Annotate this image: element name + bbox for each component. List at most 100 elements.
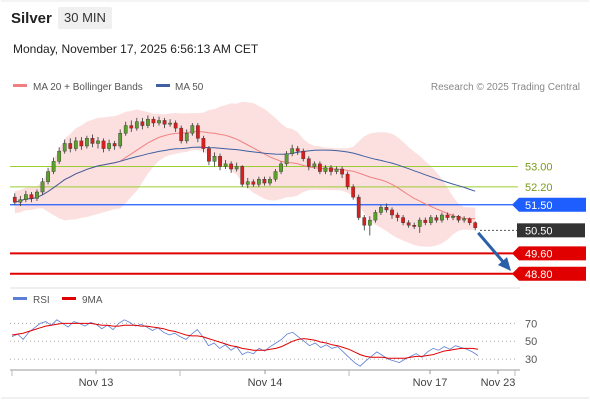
candle [301, 148, 306, 162]
candle [62, 139, 67, 154]
candle [51, 157, 56, 175]
candle [46, 167, 50, 185]
candle [245, 177, 250, 189]
candle [90, 134, 95, 148]
candle [173, 120, 178, 132]
candle [462, 216, 466, 223]
forecast-arrow-head [497, 257, 511, 271]
candle [290, 144, 295, 157]
legend-label-rsi: RSI [33, 295, 50, 306]
candle [445, 212, 450, 221]
candle [201, 135, 206, 153]
candle [312, 161, 317, 169]
x-tick-label: Nov 23 [481, 377, 516, 389]
candle [395, 212, 400, 222]
candle [412, 222, 417, 230]
candle [379, 204, 383, 215]
level-resistance-53-00-label: 53.00 [525, 161, 553, 173]
level-support-48-80-label: 48.80 [525, 269, 553, 281]
candle [390, 207, 394, 219]
candle [223, 160, 228, 169]
candle [140, 117, 145, 130]
bollinger-band [14, 101, 476, 247]
candle [473, 221, 478, 231]
candle [68, 138, 73, 153]
candle [123, 121, 128, 136]
candle [295, 146, 300, 155]
candle [262, 176, 267, 186]
candle [234, 162, 239, 172]
legend-swatch-ma20 [13, 84, 27, 87]
candle [284, 151, 289, 167]
legend-swatch-ma50 [156, 84, 170, 87]
candle [179, 125, 184, 144]
candle [24, 190, 28, 203]
level-pivot-51-50-tag [512, 197, 586, 212]
candle [229, 161, 233, 173]
candle [257, 176, 261, 187]
candle [417, 217, 422, 233]
candle [362, 215, 367, 231]
candle [190, 123, 195, 136]
level-pivot-51-50-label: 51.50 [525, 200, 553, 212]
candle [18, 195, 23, 207]
candle [207, 146, 211, 166]
candle [384, 203, 389, 213]
candle [85, 135, 89, 149]
candle [107, 139, 111, 152]
legend-label-ma50: MA 50 [175, 82, 204, 93]
candle [367, 216, 372, 236]
candle [273, 169, 278, 182]
candle [440, 212, 444, 223]
candle [423, 217, 428, 226]
candle [456, 215, 461, 223]
candle [356, 194, 361, 221]
candle [168, 119, 172, 127]
candle [401, 215, 405, 226]
ma50-line [14, 146, 476, 203]
candle [134, 117, 139, 131]
candle [268, 176, 272, 186]
rsi-tick-label: 30 [525, 354, 537, 366]
candle [29, 192, 34, 203]
candle [251, 179, 256, 187]
legend-swatch-9ma [62, 297, 76, 300]
candle [406, 220, 411, 228]
credit-text: Research © 2025 Trading Central [431, 82, 580, 93]
candle [57, 147, 62, 164]
x-tick-label: Nov 14 [248, 377, 283, 389]
candle [151, 116, 156, 127]
candle [428, 215, 433, 226]
candle [184, 129, 189, 144]
timeframe-badge[interactable]: 30 MIN [58, 7, 112, 29]
candle [279, 161, 283, 175]
candle [373, 209, 378, 223]
candle [218, 153, 222, 171]
candle [35, 189, 39, 201]
candle [96, 137, 100, 149]
candle [329, 165, 333, 176]
candle [340, 166, 344, 178]
candle [112, 140, 117, 150]
level-support-49-60-label: 49.60 [525, 248, 553, 260]
candle [129, 120, 134, 132]
candle [73, 137, 78, 152]
rsi-tick-label: 50 [525, 336, 537, 348]
candle [345, 171, 350, 190]
candle [351, 184, 356, 200]
candle [101, 138, 106, 153]
x-tick-label: Nov 13 [79, 377, 114, 389]
candle [434, 215, 439, 223]
candle [12, 193, 17, 205]
candle [162, 117, 167, 129]
candle [334, 166, 339, 175]
level-last-50-50-label: 50.50 [525, 225, 553, 237]
candle [318, 161, 322, 175]
legend-swatch-rsi [13, 297, 27, 300]
candle [240, 165, 245, 187]
candle [212, 152, 217, 167]
rsi-9ma-line [11, 322, 479, 359]
rsi-tick-label: 70 [525, 318, 537, 330]
level-support-49-60-tag [512, 246, 586, 261]
